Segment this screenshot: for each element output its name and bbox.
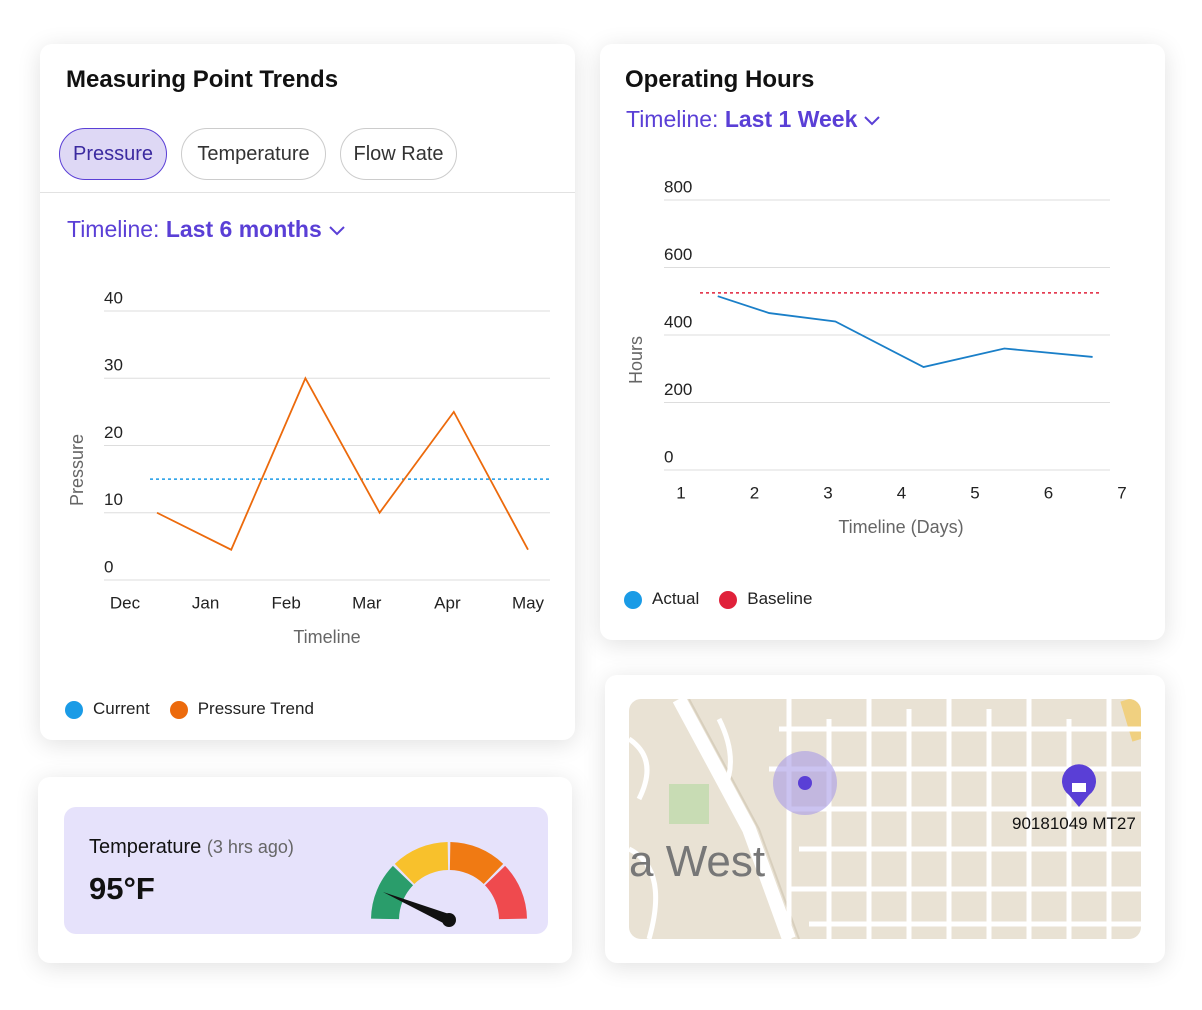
legend-label: Pressure Trend — [197, 699, 314, 718]
temperature-age: (3 hrs ago) — [206, 837, 294, 857]
chevron — [864, 116, 881, 126]
card-title: Operating Hours — [625, 66, 815, 93]
gauge-segment — [484, 865, 527, 920]
gauge-segment — [371, 865, 414, 920]
map-card: a West 90181049 MT27 — [605, 675, 1165, 963]
hours-card: Operating Hours Timeline: Last 1 Week Ac… — [600, 44, 1165, 640]
tab[interactable]: Flow Rate — [340, 128, 457, 180]
trends-card: Measuring Point Trends Pressure Temperat… — [40, 44, 575, 740]
gauge-segment — [394, 842, 449, 885]
timeline-label: Timeline: — [67, 216, 160, 242]
tab[interactable]: Pressure — [59, 128, 167, 180]
timeline-selector[interactable]: Timeline: Last 1 Week — [626, 106, 881, 133]
chevron — [329, 226, 345, 236]
temperature-label: Temperature — [89, 836, 202, 858]
legend-label: Current — [93, 699, 150, 718]
timeline-label: Timeline: — [626, 106, 719, 132]
temperature-value: 95°F — [89, 871, 155, 906]
legend-swatch — [624, 590, 642, 609]
asset-label: 90181049 MT27 — [1012, 814, 1136, 833]
gauge-hub — [442, 913, 456, 927]
legend: Current Pressure Trend — [65, 699, 314, 719]
card-title: Measuring Point Trends — [66, 66, 339, 93]
timeline-selector[interactable]: Timeline: Last 6 months — [67, 216, 346, 243]
gauge-needle — [383, 892, 449, 926]
temperature-heading: Temperature (3 hrs ago) — [89, 836, 294, 859]
tab[interactable]: Temperature — [181, 128, 326, 180]
legend-label: Baseline — [747, 589, 813, 608]
place-label: a West — [629, 837, 766, 886]
timeline-value: Last 6 months — [165, 216, 322, 242]
legend-item: Pressure Trend — [169, 699, 314, 719]
legend: Actual Baseline — [624, 589, 812, 609]
map-streets — [629, 699, 1141, 939]
legend-swatch — [65, 700, 83, 719]
map-markers — [773, 751, 1096, 815]
gauge-segment — [449, 842, 504, 885]
divider — [40, 192, 575, 193]
legend-label: Actual — [652, 589, 700, 608]
temperature-card: Temperature (3 hrs ago) 95°F — [38, 777, 572, 963]
timeline-value: Last 1 Week — [724, 106, 858, 132]
gauge — [371, 842, 527, 927]
legend-swatch — [169, 700, 188, 719]
legend-item: Current — [65, 699, 150, 719]
legend-swatch — [719, 590, 738, 609]
map[interactable]: a West 90181049 MT27 — [629, 699, 1141, 939]
legend-item: Baseline — [719, 589, 812, 609]
legend-item: Actual — [624, 589, 699, 609]
temperature-panel: Temperature (3 hrs ago) 95°F — [64, 807, 548, 934]
